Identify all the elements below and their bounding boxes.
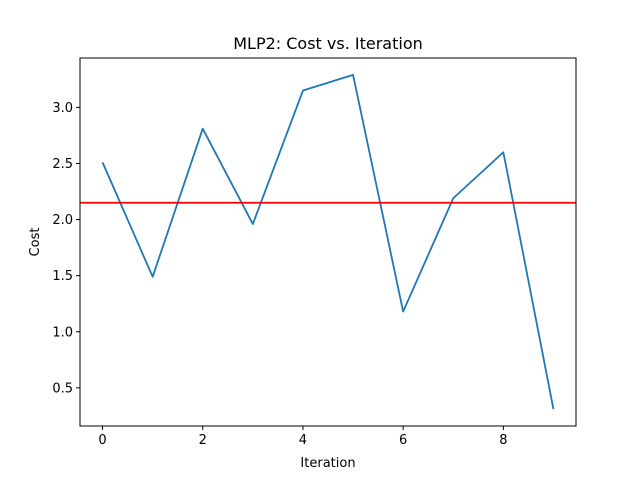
plot-area [80,58,576,426]
x-tick-label: 2 [199,433,207,448]
x-axis-label: Iteration [300,456,355,471]
x-tick-label: 0 [98,433,106,448]
y-tick-label: 2.0 [52,213,73,228]
y-tick-label: 1.5 [52,269,73,284]
y-tick-label: 2.5 [52,157,73,172]
x-tick-label: 6 [399,433,407,448]
x-tick-label: 4 [299,433,307,448]
y-tick-label: 3.0 [52,101,73,116]
y-axis-label: Cost [28,228,43,257]
chart-marks [80,73,576,410]
plot-frame [79,57,577,427]
chart-title: MLP2: Cost vs. Iteration [233,34,423,53]
x-tick-label: 8 [499,433,507,448]
y-tick-label: 1.0 [52,325,73,340]
chart-axes: 0 2 4 6 8 0.5 1.0 1.5 2.0 2.5 3.0 [52,57,577,448]
y-tick-label: 0.5 [52,381,73,396]
